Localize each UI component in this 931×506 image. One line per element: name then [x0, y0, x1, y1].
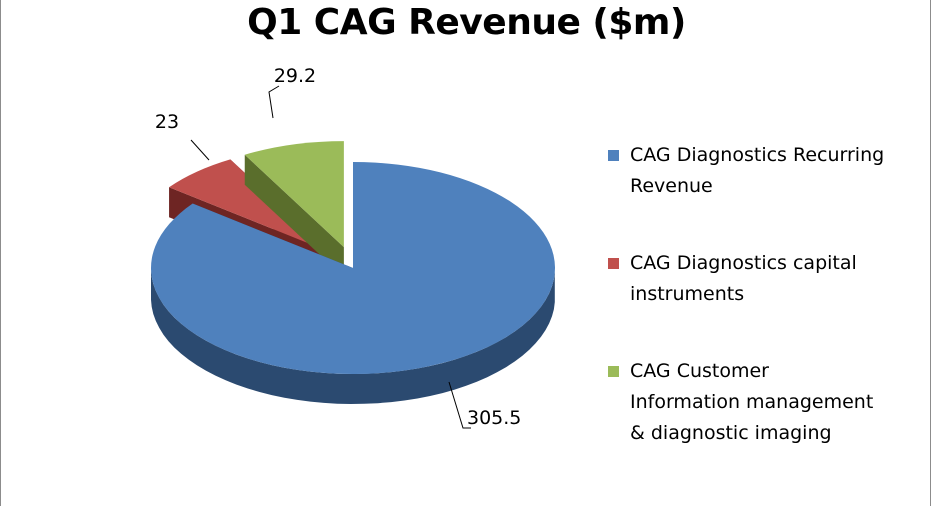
- pie-slice[interactable]: [169, 159, 330, 252]
- pie-slice[interactable]: [244, 141, 344, 248]
- data-label: 29.2: [274, 65, 316, 87]
- pie-slice-wall: [244, 154, 344, 278]
- chart-title: Q1 CAG Revenue ($m): [247, 2, 686, 43]
- leader-line: [190, 139, 210, 161]
- legend-item-customer-information[interactable]: CAG Customer Information management & di…: [606, 356, 926, 449]
- legend-swatch-green: [608, 366, 619, 377]
- leader-lines: [190, 85, 471, 429]
- data-label: 305.5: [467, 407, 521, 429]
- leader-line: [448, 381, 471, 429]
- legend-swatch-red: [608, 258, 619, 269]
- legend-label: CAG Diagnostics Recurring: [630, 144, 885, 166]
- legend-label: CAG Diagnostics capital: [630, 252, 857, 274]
- legend-label: CAG Customer: [630, 360, 769, 382]
- leader-line: [268, 85, 280, 119]
- pie-slices: [150, 141, 555, 404]
- legend-swatch-blue: [608, 150, 619, 161]
- legend-label: & diagnostic imaging: [630, 422, 832, 444]
- legend-label: Revenue: [630, 175, 713, 197]
- legend-item-recurring-revenue[interactable]: CAG Diagnostics Recurring Revenue: [606, 140, 926, 202]
- data-label: 23: [155, 111, 179, 133]
- legend-label: instruments: [630, 283, 745, 305]
- pie-slice-side: [151, 269, 555, 404]
- legend-item-capital-instruments[interactable]: CAG Diagnostics capital instruments: [606, 248, 926, 310]
- data-labels: 305.5 23 29.2: [155, 65, 522, 429]
- pie-slice[interactable]: [150, 162, 555, 375]
- legend-label: Information management: [630, 391, 874, 413]
- legend: CAG Diagnostics Recurring Revenue CAG Di…: [606, 140, 926, 495]
